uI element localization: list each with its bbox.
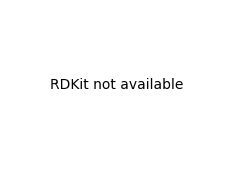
- Text: RDKit not available: RDKit not available: [50, 78, 184, 92]
